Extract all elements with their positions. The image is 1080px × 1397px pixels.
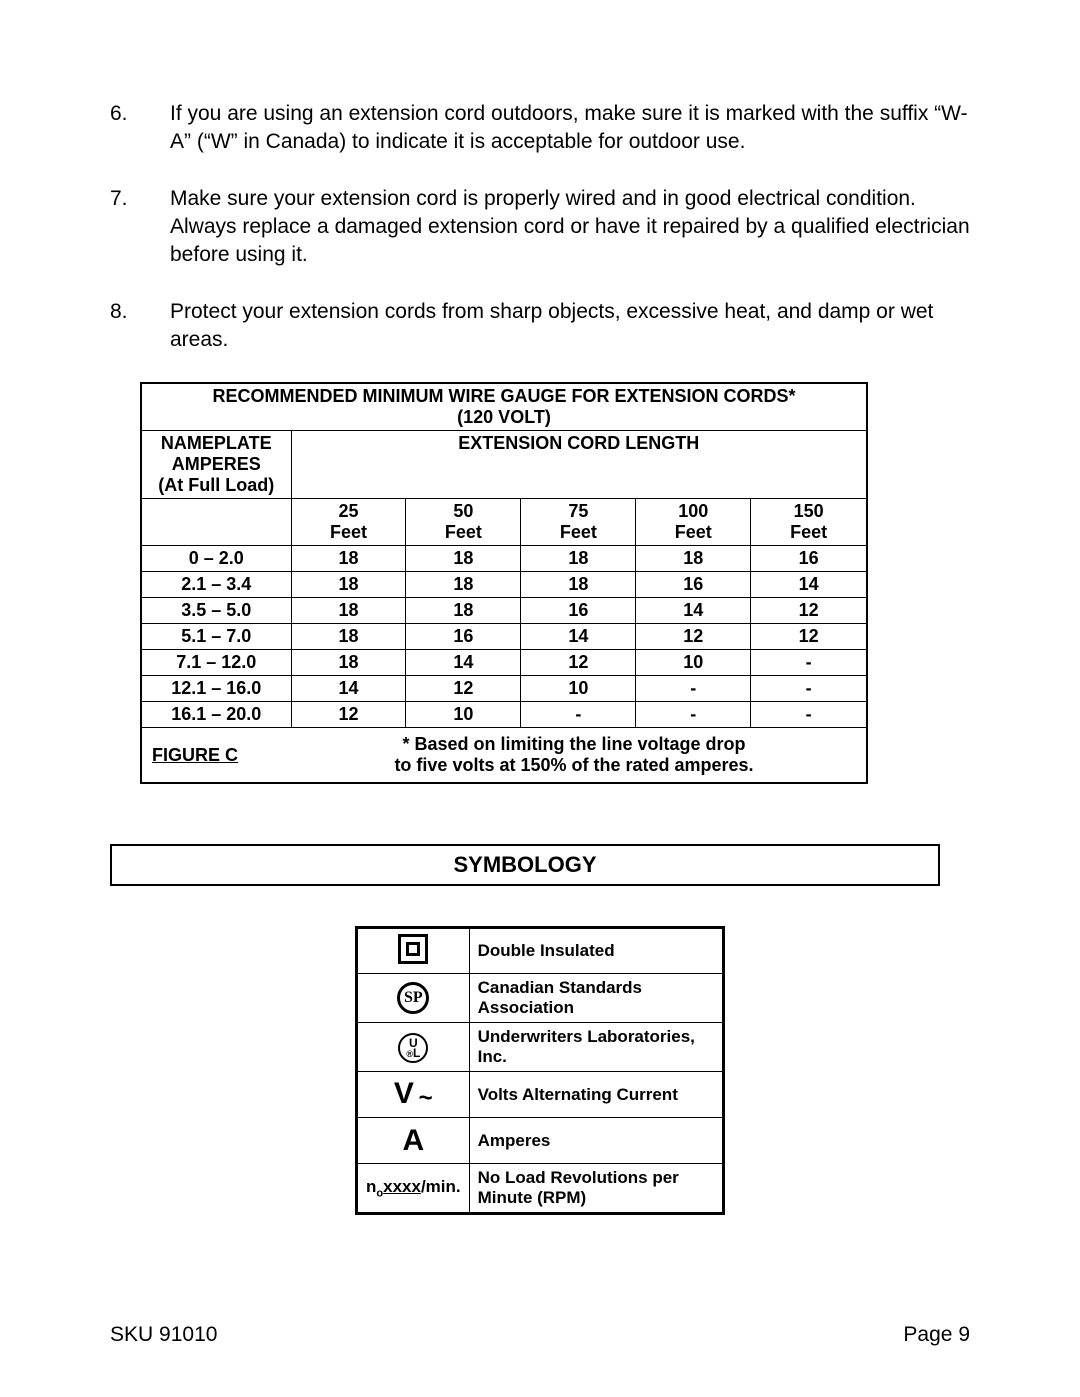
- amp-range: 5.1 – 7.0: [141, 624, 291, 650]
- gauge-value: 18: [406, 572, 521, 598]
- amp-range: 3.5 – 5.0: [141, 598, 291, 624]
- gauge-value: 16: [521, 598, 636, 624]
- gauge-value: 18: [291, 572, 406, 598]
- list-text: Protect your extension cords from sharp …: [170, 298, 970, 355]
- amperes-header: NAMEPLATE AMPERES (At Full Load): [141, 431, 291, 499]
- gauge-value: 12: [751, 598, 867, 624]
- table-row: 7.1 – 12.018141210-: [141, 650, 867, 676]
- list-number: 7.: [110, 185, 170, 270]
- gauge-value: 18: [291, 650, 406, 676]
- gauge-value: -: [751, 676, 867, 702]
- gauge-value: 14: [406, 650, 521, 676]
- table-row: V ~ Volts Alternating Current: [357, 1072, 724, 1118]
- gauge-value: 18: [406, 598, 521, 624]
- length-header: EXTENSION CORD LENGTH: [291, 431, 867, 499]
- symbol-label: Canadian Standards Association: [469, 974, 723, 1023]
- symbol-label: Double Insulated: [469, 928, 723, 974]
- gauge-value: -: [636, 676, 751, 702]
- gauge-value: 10: [636, 650, 751, 676]
- table-title: RECOMMENDED MINIMUM WIRE GAUGE FOR EXTEN…: [141, 383, 867, 431]
- list-item: 8. Protect your extension cords from sha…: [110, 298, 970, 355]
- symbol-label: No Load Revolutions per Minute (RPM): [469, 1164, 723, 1214]
- length-row: 25Feet 50Feet 75Feet 100Feet 150Feet: [141, 499, 867, 546]
- table-row: SP Canadian Standards Association: [357, 974, 724, 1023]
- amp-range: 2.1 – 3.4: [141, 572, 291, 598]
- sku: SKU 91010: [110, 1323, 217, 1347]
- double-insulated-icon: [357, 928, 470, 974]
- list-number: 8.: [110, 298, 170, 355]
- gauge-value: -: [636, 702, 751, 728]
- gauge-value: 18: [291, 598, 406, 624]
- page-number: Page 9: [903, 1323, 970, 1347]
- wire-gauge-table: RECOMMENDED MINIMUM WIRE GAUGE FOR EXTEN…: [140, 382, 868, 784]
- symbology-table: Double Insulated SP Canadian Standards A…: [355, 926, 725, 1215]
- figure-label: FIGURE C: [152, 745, 292, 766]
- gauge-value: 18: [291, 624, 406, 650]
- instruction-list: 6. If you are using an extension cord ou…: [110, 100, 970, 354]
- title-line2: (120 VOLT): [457, 407, 551, 427]
- gauge-value: 12: [751, 624, 867, 650]
- gauge-value: 18: [291, 546, 406, 572]
- list-item: 6. If you are using an extension cord ou…: [110, 100, 970, 157]
- table-footer: FIGURE C * Based on limiting the line vo…: [141, 728, 867, 784]
- amperes-icon: A: [357, 1118, 470, 1164]
- list-item: 7. Make sure your extension cord is prop…: [110, 185, 970, 270]
- amp-range: 12.1 – 16.0: [141, 676, 291, 702]
- rpm-icon: noxxxx/min.: [357, 1164, 470, 1214]
- list-text: If you are using an extension cord outdo…: [170, 100, 970, 157]
- gauge-value: 16: [406, 624, 521, 650]
- gauge-value: 14: [521, 624, 636, 650]
- gauge-value: 16: [751, 546, 867, 572]
- vac-icon: V ~: [357, 1072, 470, 1118]
- gauge-value: 18: [636, 546, 751, 572]
- symbol-label: Volts Alternating Current: [469, 1072, 723, 1118]
- table-row: Double Insulated: [357, 928, 724, 974]
- amp-range: 0 – 2.0: [141, 546, 291, 572]
- gauge-value: 14: [751, 572, 867, 598]
- page-footer: SKU 91010 Page 9: [110, 1323, 970, 1347]
- gauge-value: -: [521, 702, 636, 728]
- gauge-value: -: [751, 650, 867, 676]
- table-row: U®L Underwriters Laboratories, Inc.: [357, 1023, 724, 1072]
- gauge-value: 12: [291, 702, 406, 728]
- gauge-value: 12: [636, 624, 751, 650]
- gauge-value: 10: [406, 702, 521, 728]
- table-row: noxxxx/min. No Load Revolutions per Minu…: [357, 1164, 724, 1214]
- gauge-value: 18: [406, 546, 521, 572]
- title-line1: RECOMMENDED MINIMUM WIRE GAUGE FOR EXTEN…: [212, 386, 795, 406]
- table-row: 2.1 – 3.41818181614: [141, 572, 867, 598]
- gauge-value: 12: [406, 676, 521, 702]
- table-row: A Amperes: [357, 1118, 724, 1164]
- table-row: 0 – 2.01818181816: [141, 546, 867, 572]
- symbol-label: Amperes: [469, 1118, 723, 1164]
- gauge-value: 18: [521, 546, 636, 572]
- ul-icon: U®L: [357, 1023, 470, 1072]
- list-number: 6.: [110, 100, 170, 157]
- amp-range: 7.1 – 12.0: [141, 650, 291, 676]
- gauge-value: 16: [636, 572, 751, 598]
- gauge-value: 18: [521, 572, 636, 598]
- gauge-value: 14: [636, 598, 751, 624]
- table-row: 16.1 – 20.01210---: [141, 702, 867, 728]
- table-row: 5.1 – 7.01816141212: [141, 624, 867, 650]
- symbol-label: Underwriters Laboratories, Inc.: [469, 1023, 723, 1072]
- gauge-value: 14: [291, 676, 406, 702]
- amp-range: 16.1 – 20.0: [141, 702, 291, 728]
- table-row: 12.1 – 16.0141210--: [141, 676, 867, 702]
- gauge-value: 12: [521, 650, 636, 676]
- list-text: Make sure your extension cord is properl…: [170, 185, 970, 270]
- csa-icon: SP: [357, 974, 470, 1023]
- gauge-value: 10: [521, 676, 636, 702]
- symbology-heading: SYMBOLOGY: [110, 844, 940, 886]
- gauge-value: -: [751, 702, 867, 728]
- table-row: 3.5 – 5.01818161412: [141, 598, 867, 624]
